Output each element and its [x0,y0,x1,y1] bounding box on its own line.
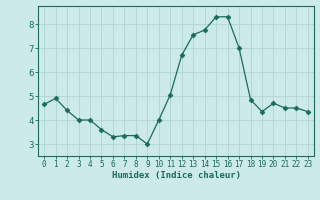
X-axis label: Humidex (Indice chaleur): Humidex (Indice chaleur) [111,171,241,180]
